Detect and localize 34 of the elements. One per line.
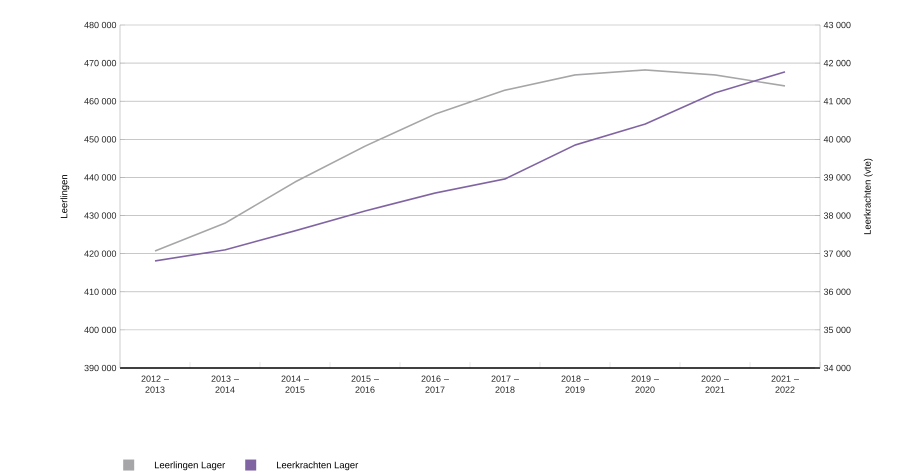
- y2-tick-label: 35 000: [824, 326, 851, 334]
- y-tick-label: 420 000: [84, 250, 116, 257]
- y-tick-label: 480 000: [84, 22, 116, 28]
- y-tick-label: 400 000: [84, 326, 116, 334]
- y-tick-label: 470 000: [84, 60, 116, 66]
- y-tick-label: 450 000: [84, 136, 116, 143]
- x-tick-label: 2013 – 2014: [211, 376, 239, 393]
- y-tick-label: 430 000: [84, 212, 116, 219]
- y-tick-label: 460 000: [84, 98, 116, 104]
- y-tick-label: 390 000: [84, 364, 116, 372]
- y2-tick-label: 40 000: [824, 136, 851, 143]
- y2-tick-label: 41 000: [824, 98, 851, 104]
- y2-tick-label: 36 000: [824, 288, 851, 295]
- x-tick-label: 2016 – 2017: [421, 376, 449, 393]
- y-axis-title: Leerlingen: [60, 175, 70, 218]
- y2-tick-label: 37 000: [824, 250, 851, 257]
- x-tick-label: 2021 – 2022: [772, 376, 799, 393]
- x-tick-label: 2018 – 2019: [561, 376, 589, 393]
- y2-tick-label: 38 000: [824, 212, 851, 219]
- y-tick-label: 410 000: [84, 288, 116, 295]
- x-tick-label: 2019 – 2020: [631, 376, 659, 393]
- y2-tick-label: 34 000: [824, 364, 851, 372]
- x-tick-label: 2017 – 2018: [491, 376, 519, 393]
- x-tick-label: 2015 – 2016: [351, 376, 379, 393]
- y2-tick-label: 42 000: [824, 60, 851, 66]
- y2-axis-title: Leerkrachten (vte): [864, 158, 873, 234]
- legend-label: Leerlingen Lager: [154, 461, 226, 470]
- legend-label: Leerkrachten Lager: [276, 461, 358, 470]
- y2-tick-label: 43 000: [824, 22, 851, 28]
- x-tick-label: 2012 – 2013: [141, 376, 169, 393]
- x-tick-label: 2014 – 2015: [281, 376, 309, 393]
- y-tick-label: 440 000: [84, 174, 116, 181]
- y2-tick-label: 39 000: [824, 174, 851, 181]
- x-tick-label: 2020 – 2021: [702, 376, 729, 393]
